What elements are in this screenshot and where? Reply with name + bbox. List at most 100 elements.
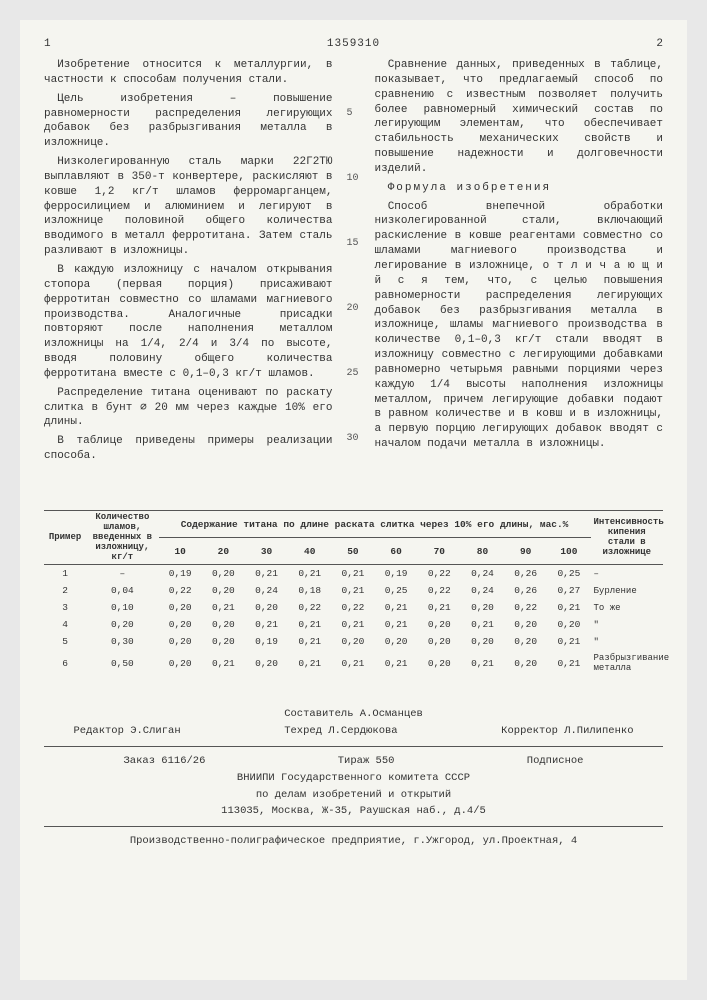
table-row: 50,300,200,200,190,210,200,200,200,200,2… <box>44 633 663 650</box>
footer-print: Производственно-полиграфическое предприя… <box>44 833 663 850</box>
table-cell: 0,20 <box>418 633 461 650</box>
th-len: 70 <box>418 538 461 565</box>
divider <box>44 746 663 747</box>
table-cell: 0,25 <box>375 582 418 599</box>
table-cell: 1 <box>44 565 86 583</box>
table-cell: 6 <box>44 650 86 676</box>
footer: Составитель А.Османцев Редактор Э.Слиган… <box>44 706 663 850</box>
table-cell: 0,21 <box>331 582 374 599</box>
table-cell: " <box>591 633 663 650</box>
table-cell: 0,20 <box>159 633 202 650</box>
line-num: 25 <box>347 368 361 379</box>
page-container: 1 1359310 2 Изобретение относится к мета… <box>20 20 687 980</box>
table-cell: 5 <box>44 633 86 650</box>
th-len: 100 <box>547 538 590 565</box>
table-cell: 0,26 <box>504 565 547 583</box>
table-cell: 0,21 <box>375 599 418 616</box>
footer-tirazh: Тираж 550 <box>338 753 395 770</box>
footer-pod: Подписное <box>527 753 584 770</box>
table-cell: 0,04 <box>86 582 158 599</box>
para: В каждую изложницу с началом открывания … <box>44 263 333 382</box>
table-cell: 0,20 <box>159 650 202 676</box>
table-cell: 0,20 <box>202 633 245 650</box>
line-num: 10 <box>347 173 361 184</box>
th-len: 40 <box>288 538 331 565</box>
footer-order: Заказ 6116/26 <box>124 753 206 770</box>
table-cell: 0,21 <box>288 616 331 633</box>
table-row: 1–0,190,200,210,210,210,190,220,240,260,… <box>44 565 663 583</box>
th-len: 60 <box>375 538 418 565</box>
table-cell: 0,21 <box>375 650 418 676</box>
table-cell: 0,22 <box>418 582 461 599</box>
divider <box>44 826 663 827</box>
table-cell: 3 <box>44 599 86 616</box>
table-cell: 0,22 <box>504 599 547 616</box>
table-cell: 0,20 <box>202 616 245 633</box>
table-cell: 0,21 <box>202 599 245 616</box>
table-cell: 0,22 <box>331 599 374 616</box>
footer-tech: Техред Л.Сердюкова <box>284 723 397 740</box>
para: В таблице приведены примеры реализации с… <box>44 434 333 464</box>
table-cell: 0,20 <box>245 599 288 616</box>
table-cell: 0,24 <box>245 582 288 599</box>
th-slag: Количество шламов, введенных в изложницу… <box>86 511 158 565</box>
table-cell: 0,21 <box>375 616 418 633</box>
footer-author: Составитель А.Османцев <box>44 706 663 723</box>
table-cell: – <box>86 565 158 583</box>
th-content: Содержание титана по длине раската слитк… <box>159 511 591 538</box>
table-cell: 0,22 <box>159 582 202 599</box>
table-cell: 0,21 <box>288 633 331 650</box>
table-cell: – <box>591 565 663 583</box>
table-cell: 0,20 <box>418 650 461 676</box>
table-row: 60,500,200,210,200,210,210,210,200,210,2… <box>44 650 663 676</box>
table-cell: 0,21 <box>288 650 331 676</box>
table-cell: 0,21 <box>418 599 461 616</box>
table-cell: 0,21 <box>461 650 504 676</box>
para: Сравнение данных, приведенных в таблице,… <box>375 58 664 177</box>
table-cell: 0,24 <box>461 565 504 583</box>
table-cell: 0,20 <box>86 616 158 633</box>
page-num-left: 1 <box>44 38 51 50</box>
table-cell: 0,20 <box>202 565 245 583</box>
table-cell: 0,19 <box>245 633 288 650</box>
table-cell: 0,26 <box>504 582 547 599</box>
table-cell: " <box>591 616 663 633</box>
table-cell: 0,21 <box>245 565 288 583</box>
th-intensity: Интенсивность кипения стали в изложнице <box>591 511 663 565</box>
page-header: 1 1359310 2 <box>44 38 663 50</box>
table-cell: 0,20 <box>504 650 547 676</box>
table-cell: 0,18 <box>288 582 331 599</box>
table-cell: 0,25 <box>547 565 590 583</box>
line-num: 15 <box>347 238 361 249</box>
table-cell: 0,50 <box>86 650 158 676</box>
formula-title: Формула изобретения <box>375 181 664 196</box>
table-cell: 2 <box>44 582 86 599</box>
para: Распределение титана оценивают по раскат… <box>44 386 333 431</box>
para: Изобретение относится к металлургии, в ч… <box>44 58 333 88</box>
table-cell: 0,21 <box>288 565 331 583</box>
table-cell: 0,20 <box>202 582 245 599</box>
table-cell: 0,20 <box>418 616 461 633</box>
left-column: Изобретение относится к металлургии, в ч… <box>44 58 333 498</box>
table-cell: 0,20 <box>159 599 202 616</box>
table-cell: 0,21 <box>547 599 590 616</box>
table-cell: 0,20 <box>461 633 504 650</box>
table-cell: 0,27 <box>547 582 590 599</box>
th-example: Пример <box>44 511 86 565</box>
footer-addr: 113035, Москва, Ж-35, Раушская наб., д.4… <box>44 803 663 820</box>
table-cell: 0,20 <box>331 633 374 650</box>
table-cell: 0,19 <box>375 565 418 583</box>
table-cell: 0,20 <box>504 616 547 633</box>
table-cell: 0,20 <box>461 599 504 616</box>
table-cell: 0,21 <box>331 650 374 676</box>
page-num-right: 2 <box>656 38 663 50</box>
text-columns: Изобретение относится к металлургии, в ч… <box>44 58 663 498</box>
th-len: 90 <box>504 538 547 565</box>
line-number-gutter: 5 10 15 20 25 30 <box>347 58 361 498</box>
table-cell: 0,20 <box>547 616 590 633</box>
table-cell: 4 <box>44 616 86 633</box>
th-len: 30 <box>245 538 288 565</box>
table-cell: 0,21 <box>331 565 374 583</box>
footer-editor: Редактор Э.Слиган <box>74 723 181 740</box>
th-len: 80 <box>461 538 504 565</box>
